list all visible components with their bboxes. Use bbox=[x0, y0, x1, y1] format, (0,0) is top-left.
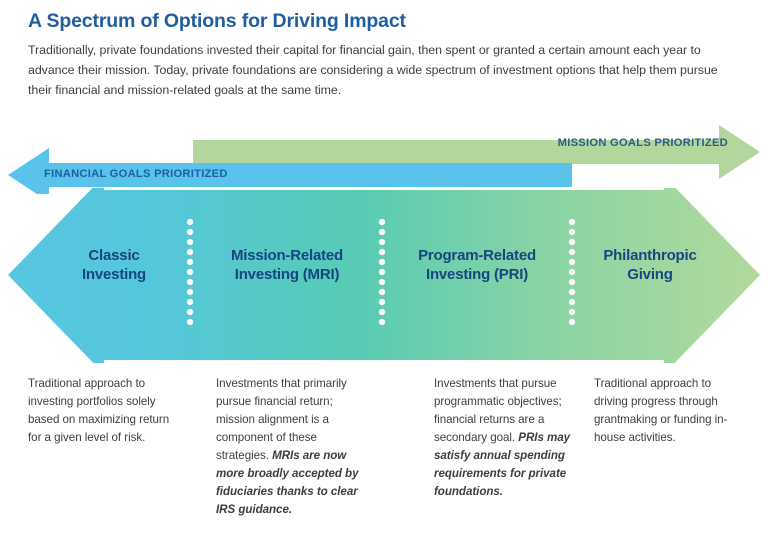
intro-paragraph: Traditionally, private foundations inves… bbox=[28, 43, 718, 97]
stage-label-mission-related-investing: Mission-Related Investing (MRI) bbox=[230, 247, 344, 284]
spectrum-graphic bbox=[8, 188, 760, 363]
spectrum-arrow: Classic Investing Mission-Related Investin… bbox=[0, 188, 768, 363]
divider-2 bbox=[378, 218, 386, 326]
stage-descriptions: Traditional approach to investing portfo… bbox=[0, 375, 768, 546]
stage-label-philanthropic-giving: Philanthropic Giving bbox=[603, 247, 697, 284]
mission-goals-label: MISSION GOALS PRIORITIZED bbox=[557, 137, 728, 149]
stage-description-mission-related-investing: Investments that primarily pursue financ… bbox=[216, 375, 368, 519]
stage-label-program-related-investing: Program-Related Investing (PRI) bbox=[418, 247, 536, 284]
financial-goals-arrow-shape bbox=[8, 148, 572, 194]
description-emphasis-text: PRIs may satisfy annual spending require… bbox=[434, 430, 571, 498]
header: A Spectrum of Options for Driving Impact… bbox=[28, 10, 740, 100]
stage-description-classic-investing: Traditional approach to investing portfo… bbox=[28, 375, 178, 447]
description-plain-text: Investments that primarily pursue financ… bbox=[216, 377, 347, 462]
mission-goals-arrow-shape bbox=[193, 125, 760, 179]
description-plain-text: Investments that pursue programmatic obj… bbox=[434, 377, 562, 444]
divider-1 bbox=[186, 218, 194, 326]
goal-arrows-graphic bbox=[8, 125, 760, 194]
page-title: A Spectrum of Options for Driving Impact bbox=[28, 10, 406, 32]
stage-description-philanthropic-giving: Traditional approach to driving progress… bbox=[594, 375, 744, 447]
description-emphasis-text: MRIs are now more broadly accepted by fi… bbox=[216, 448, 359, 516]
financial-goals-label: FINANCIAL GOALS PRIORITIZED bbox=[44, 168, 228, 180]
stage-label-classic-investing: Classic Investing bbox=[81, 247, 147, 284]
description-plain-text: Traditional approach to driving progress… bbox=[594, 377, 728, 444]
stage-description-program-related-investing: Investments that pursue programmatic obj… bbox=[434, 375, 582, 501]
divider-3 bbox=[568, 218, 576, 326]
goal-direction-arrows: MISSION GOALS PRIORITIZED FINANCIAL GOAL… bbox=[0, 122, 768, 194]
spectrum-divider-dots bbox=[186, 218, 576, 326]
description-plain-text: Traditional approach to investing portfo… bbox=[28, 377, 170, 444]
